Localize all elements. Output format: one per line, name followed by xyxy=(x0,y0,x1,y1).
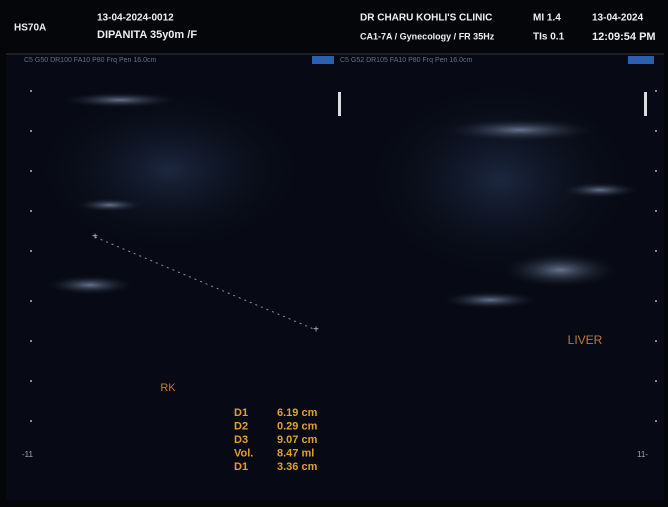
mi: MI 1.4 xyxy=(533,13,561,24)
measurement-value: 6.19 cm xyxy=(277,407,318,419)
panel-icon xyxy=(312,56,334,64)
time: 12:09:54 PM xyxy=(592,31,656,43)
panel-params: C5 G52 DR105 FA10 P80 Frq Pen 16.0cm xyxy=(340,57,472,64)
patient: DIPANITA 35y0m /F xyxy=(97,29,197,41)
organ-label: RK xyxy=(160,382,176,394)
measurement-label: D2 xyxy=(234,420,248,432)
measurement-label: Vol. xyxy=(234,447,253,459)
depth-mark: -11 xyxy=(22,450,34,459)
measurements: D1 6.19 cm D2 0.29 cm D3 9.07 cm Vol. 8.47 ml D1… xyxy=(234,407,318,473)
measurement-label: D1 xyxy=(234,407,248,419)
clinic: DR CHARU KOHLI'S CLINIC xyxy=(360,13,492,24)
measurement-label: D1 xyxy=(234,461,248,473)
caliper-marker: + xyxy=(92,232,98,243)
scan-texture xyxy=(20,70,650,309)
panel-icon xyxy=(628,56,654,64)
organ-label: LIVER xyxy=(568,333,603,347)
device: HS70A xyxy=(14,23,46,34)
measurement-value: 0.29 cm xyxy=(277,420,318,432)
depth-scale xyxy=(30,90,657,422)
panel-params: C5 G50 DR100 FA10 P80 Frq Pen 16.0cm xyxy=(24,57,156,64)
measurement-value: 3.36 cm xyxy=(277,461,318,473)
tis: TIs 0.1 xyxy=(533,32,565,43)
depth-mark: 11- xyxy=(637,450,648,459)
caliper-marker: + xyxy=(313,325,319,336)
measurement-value: 9.07 cm xyxy=(277,434,318,446)
date: 13-04-2024 xyxy=(592,13,644,24)
probe: CA1-7A / Gynecology / FR 35Hz xyxy=(360,31,495,41)
measurement-value: 8.47 ml xyxy=(277,447,314,459)
measurement-label: D3 xyxy=(234,434,248,446)
exam-id: 13-04-2024-0012 xyxy=(97,13,174,24)
caliper-line xyxy=(94,236,317,331)
